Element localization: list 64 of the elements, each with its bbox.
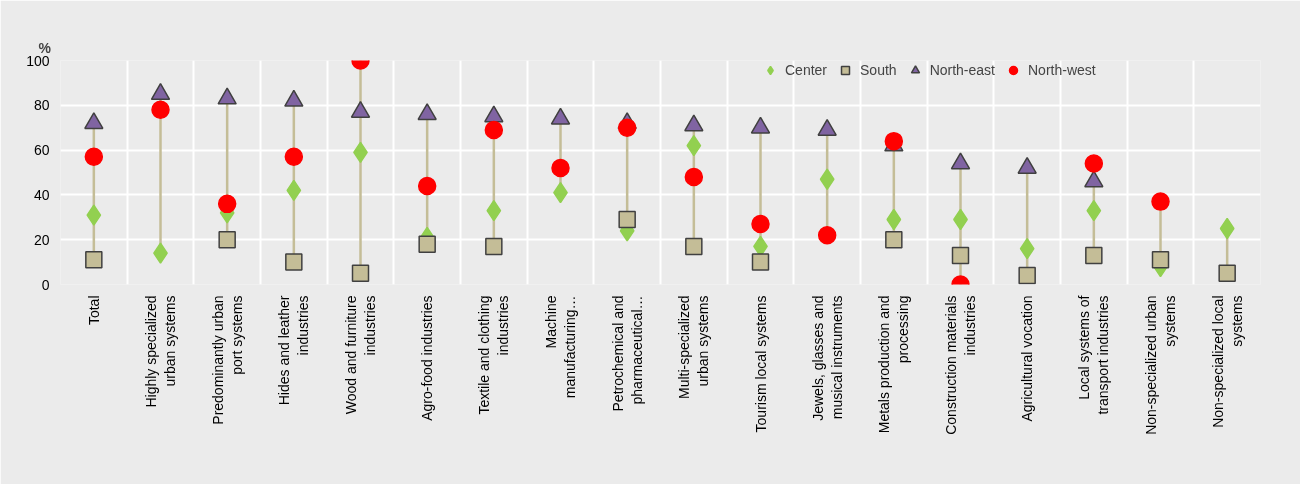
- point: [684, 167, 704, 187]
- point: [550, 107, 571, 125]
- point: [1218, 264, 1236, 283]
- point: [484, 120, 504, 140]
- point: [350, 100, 371, 118]
- x-tick-label: Tourism local systems: [752, 295, 769, 433]
- legend-label: North-west: [1027, 62, 1096, 78]
- x-tick-label: Machine manufacturing…: [542, 295, 579, 399]
- point: [417, 176, 437, 196]
- point: [84, 112, 104, 130]
- y-tick-label: 0: [41, 276, 50, 293]
- point: [284, 147, 304, 167]
- point: [484, 105, 504, 123]
- x-tick-label: Agro-food industries: [419, 295, 436, 421]
- point: [485, 237, 503, 256]
- point: [617, 118, 637, 137]
- x-tick-label: Jewels, glasses and musical instruments: [809, 295, 845, 421]
- point: [1084, 154, 1104, 173]
- point: [618, 210, 636, 229]
- point: [84, 147, 104, 167]
- y-tick-label: 60: [33, 142, 50, 159]
- x-tick-label: Textile and clothing industries: [476, 295, 512, 415]
- point: [285, 253, 303, 271]
- point: [751, 214, 770, 234]
- x-tick-label: Local systems of transport industries: [1076, 295, 1112, 415]
- y-tick-label: 40: [33, 186, 50, 203]
- x-tick-label: Agricultural vocation: [1019, 295, 1036, 422]
- point: [551, 158, 570, 178]
- point: [1085, 246, 1103, 265]
- point: [751, 253, 770, 271]
- x-tick-label: Highly specialized urban systems: [142, 295, 179, 408]
- point: [1151, 192, 1170, 211]
- point: [151, 100, 170, 120]
- point: [418, 235, 436, 253]
- point: [819, 168, 835, 190]
- x-tick-label: Hides and leather industries: [276, 295, 312, 406]
- point: [217, 194, 237, 214]
- point: [217, 87, 237, 105]
- point: [750, 116, 771, 134]
- point: [885, 230, 903, 249]
- point: [150, 82, 171, 101]
- point: [218, 230, 236, 249]
- legend-label: Center: [785, 62, 828, 78]
- legend-label: North-east: [929, 62, 995, 78]
- x-tick-label: Multi-specialized urban systems: [676, 295, 712, 399]
- point: [685, 237, 703, 256]
- point: [950, 152, 971, 170]
- point: [351, 264, 370, 283]
- point: [817, 225, 837, 245]
- point: [85, 251, 103, 269]
- point: [951, 246, 970, 265]
- point: [1018, 266, 1036, 285]
- point: [284, 89, 304, 107]
- x-tick-label: Total: [85, 295, 102, 326]
- y-tick-label: 20: [33, 231, 50, 248]
- point: [86, 204, 102, 226]
- legend-label: South: [860, 62, 897, 78]
- point: [1084, 170, 1104, 188]
- point: [417, 103, 437, 121]
- point: [684, 114, 704, 132]
- y-tick-label: 80: [33, 97, 50, 114]
- x-tick-label: Petrochemical and pharmaceutical…: [609, 295, 645, 412]
- point: [817, 118, 837, 136]
- point: [1151, 251, 1170, 269]
